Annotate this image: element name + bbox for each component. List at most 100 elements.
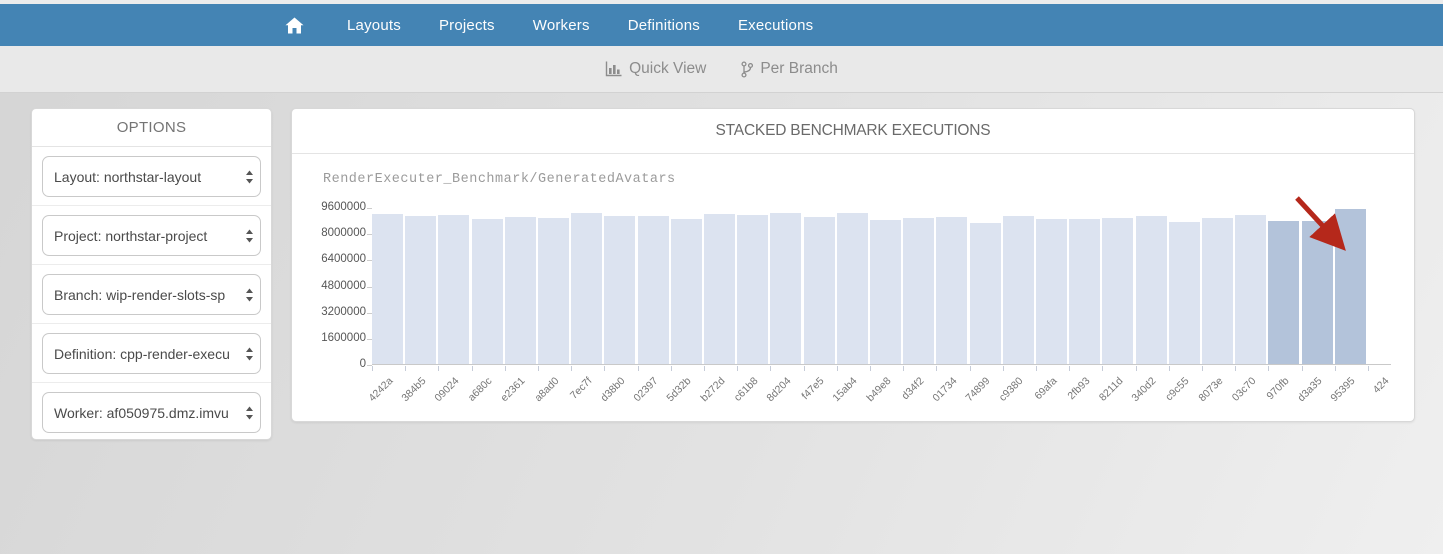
x-tick-mark: [936, 366, 938, 371]
up-down-caret-icon: [245, 170, 254, 184]
x-tick-mark: [1102, 366, 1104, 371]
option-row-branch: Branch: wip-render-slots-sp: [32, 265, 271, 324]
x-tick-mark: [1202, 366, 1203, 371]
x-tick-mark: [538, 366, 539, 371]
y-tick-label: 3200000: [321, 305, 366, 318]
bar-c61b8[interactable]: [737, 214, 769, 364]
y-tick-mark: [367, 338, 372, 340]
benchmark-name: RenderExecuter_Benchmark/GeneratedAvatar…: [323, 172, 676, 187]
git-branch-icon: [740, 60, 754, 78]
bar-74899[interactable]: [969, 222, 1001, 364]
branch-select[interactable]: Branch: wip-render-slots-sp: [42, 274, 261, 315]
y-tick-label: 8000000: [321, 227, 366, 240]
chart-panel-title: STACKED BENCHMARK EXECUTIONS: [292, 109, 1414, 154]
bar-e2361[interactable]: [504, 217, 536, 364]
option-row-definition: Definition: cpp-render-execu: [32, 324, 271, 383]
x-tick-mark: [1168, 366, 1170, 371]
bar-5d32b[interactable]: [670, 219, 702, 364]
bar-b49e8[interactable]: [870, 220, 901, 364]
x-tick-mark: [1002, 366, 1004, 371]
x-tick-mark: [1301, 366, 1303, 371]
chart-body: RenderExecuter_Benchmark/GeneratedAvatar…: [292, 154, 1414, 421]
x-tick-mark: [1235, 366, 1237, 371]
nav-items: Layouts Projects Workers Definitions Exe…: [328, 17, 832, 34]
y-tick-label: 6400000: [321, 253, 366, 266]
bar-c9c55[interactable]: [1168, 222, 1200, 364]
nav-item-layouts[interactable]: Layouts: [347, 16, 401, 34]
top-strip: [0, 0, 1443, 4]
bar-c9380[interactable]: [1002, 215, 1034, 364]
bar-d38b0[interactable]: [604, 215, 636, 364]
bar-09024[interactable]: [438, 214, 470, 364]
options-panel: OPTIONS Layout: northstar-layout Project…: [31, 108, 272, 440]
x-tick-mark: [704, 366, 705, 371]
bar-8073e[interactable]: [1202, 217, 1233, 364]
bar-7ec7f[interactable]: [571, 213, 603, 364]
up-down-caret-icon: [245, 288, 254, 302]
project-select[interactable]: Project: northstar-project: [42, 215, 261, 256]
x-tick-mark: [372, 366, 373, 371]
bar-384b5[interactable]: [405, 216, 437, 364]
x-tick-mark: [870, 366, 871, 371]
y-tick-mark: [367, 208, 372, 209]
worker-select[interactable]: Worker: af050975.dmz.imvu: [42, 392, 261, 433]
bar-03c70[interactable]: [1235, 215, 1267, 364]
bar-69afa[interactable]: [1036, 219, 1067, 364]
x-tick-mark: [770, 366, 772, 371]
x-tick-mark: [1368, 366, 1369, 371]
project-select-value: Project: northstar-project: [54, 227, 208, 244]
bar-8211d[interactable]: [1102, 217, 1134, 364]
bar-b272d[interactable]: [704, 213, 735, 364]
option-row-project: Project: northstar-project: [32, 206, 271, 265]
worker-select-value: Worker: af050975.dmz.imvu: [54, 404, 229, 421]
bar-01734[interactable]: [936, 216, 968, 364]
view-toolbar: Quick View Per Branch: [0, 46, 1443, 93]
bar-02397[interactable]: [637, 215, 669, 364]
bar-4242a[interactable]: [372, 213, 403, 364]
bar-d34f2[interactable]: [903, 218, 935, 364]
x-tick-mark: [1135, 366, 1137, 371]
chart-panel: STACKED BENCHMARK EXECUTIONS RenderExecu…: [291, 108, 1415, 422]
per-branch-tab[interactable]: Per Branch: [740, 60, 838, 78]
options-panel-title: OPTIONS: [32, 109, 271, 147]
y-tick-mark: [367, 260, 372, 262]
bar-15ab4[interactable]: [836, 212, 868, 364]
y-tick-mark: [367, 312, 372, 314]
x-tick-mark: [504, 366, 506, 371]
nav-item-workers[interactable]: Workers: [532, 16, 590, 34]
annotation-arrow-icon: [1295, 196, 1346, 251]
bar-f47e5[interactable]: [803, 216, 835, 364]
option-row-layout: Layout: northstar-layout: [32, 147, 271, 206]
definition-select[interactable]: Definition: cpp-render-execu: [42, 333, 261, 374]
x-tick-mark: [1268, 366, 1270, 371]
quick-view-tab[interactable]: Quick View: [605, 60, 706, 78]
y-tick-label: 1600000: [321, 331, 366, 344]
up-down-caret-icon: [245, 406, 254, 420]
plot-area: [372, 198, 1391, 365]
nav-item-definitions[interactable]: Definitions: [627, 16, 700, 34]
home-icon[interactable]: [285, 17, 304, 34]
top-navbar: Layouts Projects Workers Definitions Exe…: [0, 4, 1443, 46]
x-tick-mark: [836, 366, 838, 371]
bar-2fb93[interactable]: [1069, 218, 1101, 364]
x-tick-mark: [438, 366, 440, 371]
option-row-worker: Worker: af050975.dmz.imvu: [32, 383, 271, 442]
bar-8d204[interactable]: [770, 213, 802, 364]
y-tick-mark: [367, 234, 372, 236]
x-axis: 4242a 384b5 09024 a680c e2361 a8ad0 7ec7f d38b0…: [366, 366, 1412, 421]
bar-970fb[interactable]: [1268, 220, 1300, 364]
bar-a8ad0[interactable]: [538, 218, 569, 364]
nav-item-projects[interactable]: Projects: [438, 16, 495, 34]
up-down-caret-icon: [245, 347, 254, 361]
x-tick-mark: [903, 366, 905, 371]
up-down-caret-icon: [245, 229, 254, 243]
x-tick-mark: [1069, 366, 1071, 371]
nav-item-executions[interactable]: Executions: [737, 16, 814, 34]
layout-select[interactable]: Layout: northstar-layout: [42, 156, 261, 197]
bar-a680c[interactable]: [471, 219, 503, 364]
bar-340d2[interactable]: [1135, 215, 1167, 364]
layout-select-value: Layout: northstar-layout: [54, 168, 202, 185]
x-tick-mark: [670, 366, 672, 371]
x-tick-mark: [803, 366, 805, 371]
